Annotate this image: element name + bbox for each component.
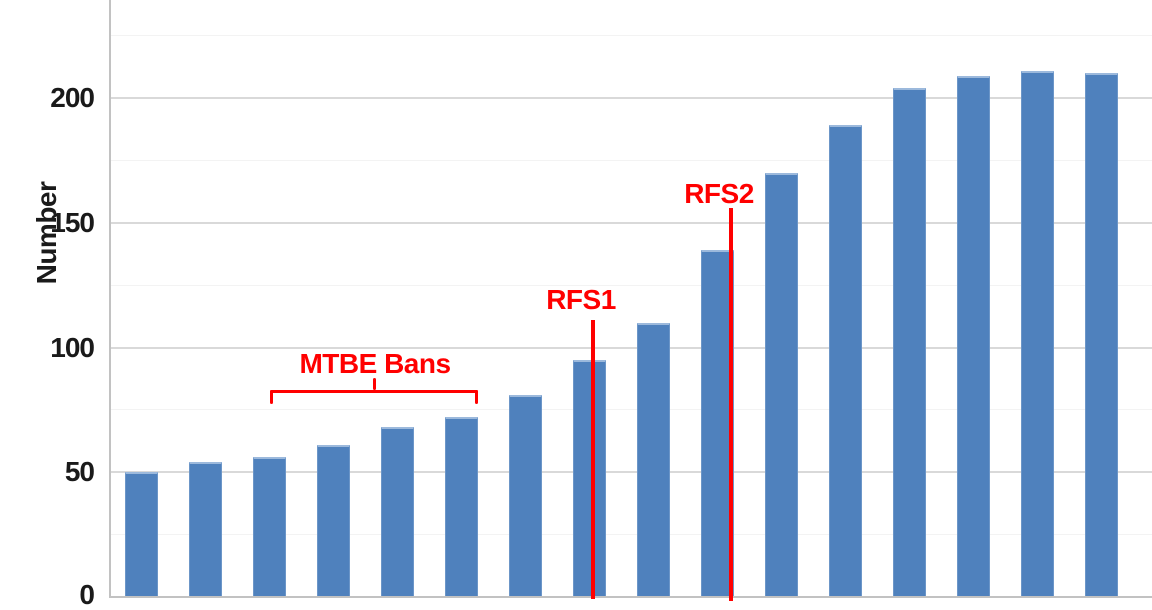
minor-gridline: [111, 159, 1152, 161]
annotation-label-rfs2: RFS2: [684, 178, 754, 209]
minor-gridline: [111, 534, 1152, 536]
major-gridline: [111, 471, 1152, 474]
y-tick-label: 150: [50, 206, 95, 238]
bar: [508, 394, 542, 597]
bar: [764, 172, 798, 597]
major-gridline: [111, 97, 1152, 99]
bar: [636, 322, 670, 597]
annotation-line-rfs2: [729, 208, 733, 601]
minor-gridline: [111, 284, 1152, 286]
y-tick-label: 200: [50, 82, 95, 113]
brace-right-hook: [475, 390, 478, 404]
bar: [444, 417, 478, 597]
bar: [1084, 73, 1118, 597]
bar: [700, 250, 734, 597]
bar: [124, 472, 158, 597]
x-axis-line: [109, 596, 1152, 598]
y-tick-label: 50: [64, 456, 95, 488]
bar: [572, 359, 606, 597]
annotation-label-rfs1: RFS1: [546, 284, 616, 315]
bar: [188, 462, 222, 597]
major-gridline: [111, 346, 1152, 349]
bar: [1020, 70, 1054, 597]
y-axis-line: [109, 0, 111, 598]
major-gridline: [111, 221, 1152, 224]
brace-center-tick: [373, 378, 376, 390]
minor-gridline: [111, 409, 1152, 411]
bar: [892, 88, 926, 597]
y-axis-title: Number: [31, 181, 62, 285]
brace-horizontal: [270, 390, 478, 393]
y-tick-label: 0: [79, 579, 95, 610]
minor-gridline: [111, 35, 1152, 37]
bar: [956, 75, 990, 597]
bar: [380, 427, 414, 597]
brace-left-hook: [270, 390, 273, 404]
bar: [828, 125, 862, 597]
annotation-line-rfs1: [591, 320, 595, 599]
bar: [252, 457, 286, 597]
bar: [316, 444, 350, 597]
y-tick-label: 100: [50, 331, 95, 363]
annotation-label-mtbe: MTBE Bans: [299, 348, 451, 379]
